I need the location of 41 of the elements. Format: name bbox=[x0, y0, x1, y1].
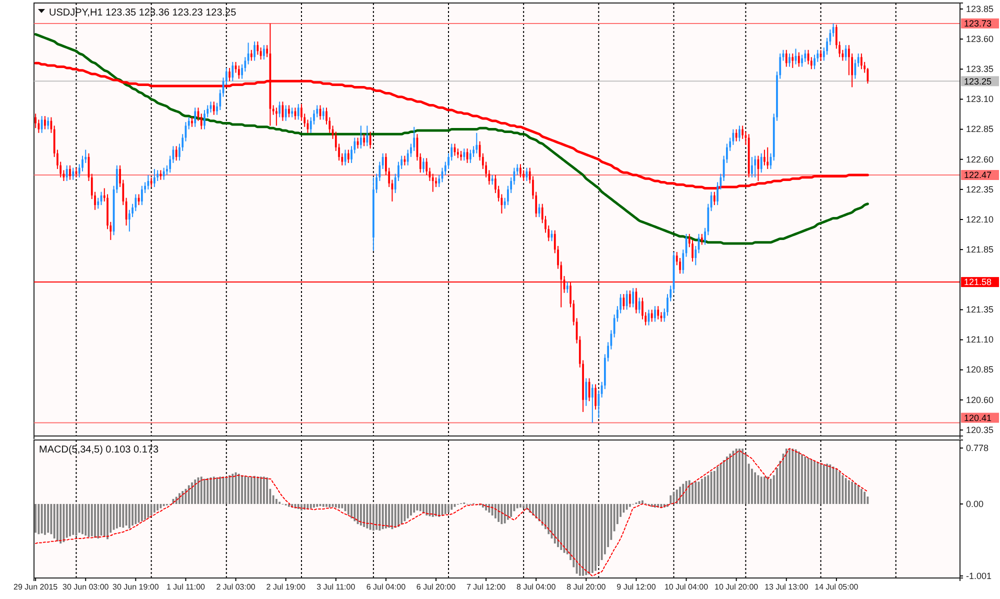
x-tick-label: 29 Jun 2015 bbox=[14, 582, 58, 592]
x-tick-label: 2 Jul 03:00 bbox=[216, 582, 256, 592]
chart-title: MACD(5,34,5) 0.103 0.173 bbox=[39, 444, 159, 456]
x-tick-label: 14 Jul 05:00 bbox=[814, 582, 859, 592]
x-tick-label: 8 Jul 04:00 bbox=[516, 582, 556, 592]
ref-line-label: 120.41 bbox=[964, 412, 992, 423]
ref-line-label: 121.58 bbox=[964, 277, 992, 288]
y-tick-label: 121.10 bbox=[966, 334, 994, 345]
y-tick-label: 122.10 bbox=[966, 214, 994, 224]
y-tick-label: 121.85 bbox=[966, 244, 994, 254]
x-tick-label: 1 Jul 11:00 bbox=[166, 582, 206, 592]
y-tick-label: 122.35 bbox=[966, 184, 994, 194]
x-tick-label: 8 Jul 20:00 bbox=[566, 582, 606, 592]
y-tick-label: 123.60 bbox=[966, 34, 994, 44]
y-tick-label: 0.00 bbox=[966, 498, 984, 509]
y-tick-label: 122.85 bbox=[966, 124, 994, 134]
ref-line-label: 123.73 bbox=[964, 18, 992, 29]
ref-line-label: 122.47 bbox=[964, 170, 992, 180]
x-tick-label: 2 Jul 19:00 bbox=[266, 582, 306, 592]
y-tick-label: 120.35 bbox=[966, 424, 994, 435]
y-tick-label: 120.60 bbox=[966, 394, 994, 405]
x-tick-label: 30 Jun 03:00 bbox=[62, 582, 110, 592]
y-tick-label: 123.85 bbox=[966, 4, 994, 14]
x-tick-label: 10 Jul 20:00 bbox=[714, 582, 759, 592]
x-tick-label: 13 Jul 13:00 bbox=[764, 582, 809, 592]
y-tick-label: -1.001 bbox=[966, 570, 992, 581]
y-tick-label: 121.35 bbox=[966, 304, 994, 315]
x-tick-label: 30 Jun 19:00 bbox=[112, 582, 160, 592]
y-tick-label: 123.10 bbox=[966, 94, 994, 104]
x-tick-label: 3 Jul 11:00 bbox=[316, 582, 356, 592]
x-tick-label: 6 Jul 20:00 bbox=[416, 582, 456, 592]
x-tick-label: 9 Jul 12:00 bbox=[616, 582, 656, 592]
chart-title: USDJPY,H1 123.35 123.36 123.23 123.25 bbox=[49, 8, 237, 18]
y-tick-label: 120.85 bbox=[966, 364, 994, 375]
x-tick-label: 7 Jul 12:00 bbox=[466, 582, 506, 592]
x-tick-label: 6 Jul 04:00 bbox=[366, 582, 406, 592]
y-tick-label: 122.60 bbox=[966, 154, 994, 164]
y-tick-label: 0.778 bbox=[966, 442, 989, 453]
y-tick-label: 123.35 bbox=[966, 64, 994, 74]
x-tick-label: 10 Jul 04:00 bbox=[664, 582, 709, 592]
ref-line-label: 123.25 bbox=[964, 76, 992, 86]
